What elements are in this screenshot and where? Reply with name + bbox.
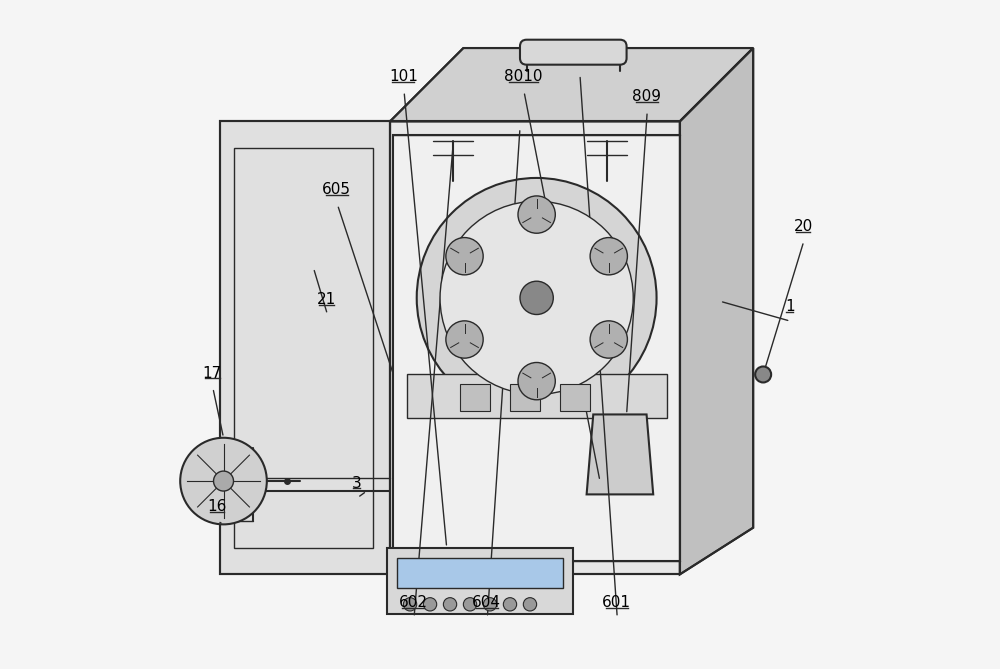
- Bar: [460, 385, 490, 411]
- Text: 601: 601: [602, 595, 631, 611]
- Circle shape: [443, 597, 457, 611]
- Circle shape: [518, 196, 555, 233]
- Circle shape: [423, 597, 437, 611]
- Bar: [397, 558, 563, 587]
- Polygon shape: [390, 48, 753, 121]
- Text: 809: 809: [632, 89, 661, 104]
- Bar: [510, 385, 540, 411]
- Circle shape: [520, 281, 553, 314]
- Bar: [560, 385, 590, 411]
- Circle shape: [590, 321, 627, 358]
- Circle shape: [483, 597, 497, 611]
- Text: 20: 20: [794, 219, 813, 234]
- Text: 3: 3: [352, 476, 362, 490]
- Circle shape: [180, 438, 267, 524]
- Text: 604: 604: [472, 595, 501, 611]
- Bar: [387, 548, 573, 614]
- Circle shape: [214, 471, 234, 491]
- Text: 16: 16: [207, 499, 227, 514]
- FancyBboxPatch shape: [520, 39, 627, 65]
- Text: 1: 1: [785, 299, 795, 314]
- Text: 602: 602: [399, 595, 428, 611]
- Circle shape: [446, 237, 483, 275]
- Polygon shape: [680, 48, 753, 575]
- Text: 17: 17: [203, 366, 222, 381]
- Text: 21: 21: [317, 292, 336, 307]
- Circle shape: [590, 237, 627, 275]
- Circle shape: [446, 321, 483, 358]
- Circle shape: [503, 597, 517, 611]
- Text: 605: 605: [322, 183, 351, 197]
- Bar: [407, 375, 667, 417]
- Circle shape: [463, 597, 477, 611]
- Polygon shape: [393, 134, 680, 561]
- Circle shape: [518, 363, 555, 400]
- Circle shape: [403, 597, 417, 611]
- Polygon shape: [587, 415, 653, 494]
- Circle shape: [523, 597, 537, 611]
- Polygon shape: [220, 121, 390, 575]
- Text: 101: 101: [389, 69, 418, 84]
- Bar: [234, 148, 373, 548]
- Circle shape: [755, 367, 771, 383]
- Text: 8010: 8010: [504, 69, 543, 84]
- Circle shape: [417, 178, 657, 417]
- Polygon shape: [390, 121, 680, 575]
- Circle shape: [440, 201, 633, 395]
